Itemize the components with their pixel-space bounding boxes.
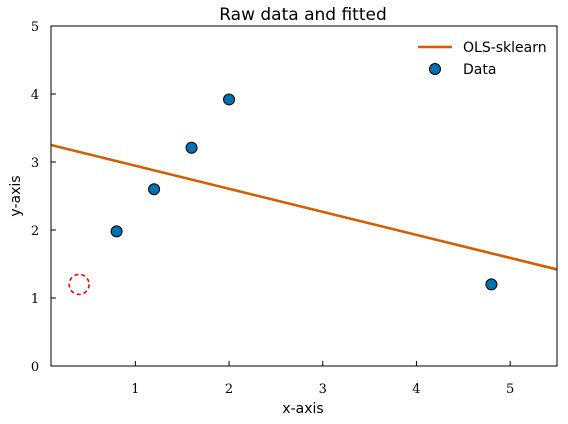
y-tick-label: 3 <box>31 156 39 171</box>
x-axis-label: x-axis <box>282 401 323 417</box>
x-tick-label: 2 <box>225 382 233 397</box>
y-axis-label: y-axis <box>8 175 24 216</box>
plot-frame <box>50 25 558 367</box>
x-tick-label: 5 <box>506 382 514 397</box>
legend-marker-swatch <box>429 63 441 75</box>
x-tick-label: 1 <box>131 382 139 397</box>
tick-group: 1 2 3 4 5 0 1 2 3 4 5 <box>31 20 514 397</box>
y-tick-label: 5 <box>31 20 39 35</box>
y-tick-label: 4 <box>31 88 39 103</box>
y-tick-label: 1 <box>31 292 39 307</box>
annotation-group <box>68 273 90 296</box>
data-point <box>223 93 236 106</box>
legend-box <box>408 33 548 82</box>
x-tick-label: 3 <box>319 382 327 397</box>
y-tick-label: 0 <box>31 360 39 375</box>
y-tick-label: 2 <box>31 224 39 239</box>
data-point <box>148 183 161 196</box>
chart-title: Raw data and fitted <box>219 5 387 25</box>
data-points-group <box>110 93 498 291</box>
legend-label-data: Data <box>463 62 496 78</box>
x-tick-label: 4 <box>412 382 420 397</box>
legend-label-fit: OLS-sklearn <box>463 40 547 56</box>
data-point <box>185 141 198 154</box>
fit-line-group <box>50 143 558 271</box>
fit-line <box>50 143 558 271</box>
data-point <box>485 278 498 291</box>
legend: OLS-sklearn Data <box>408 33 548 82</box>
outlier-highlight-circle <box>68 273 90 296</box>
data-point <box>110 225 123 238</box>
